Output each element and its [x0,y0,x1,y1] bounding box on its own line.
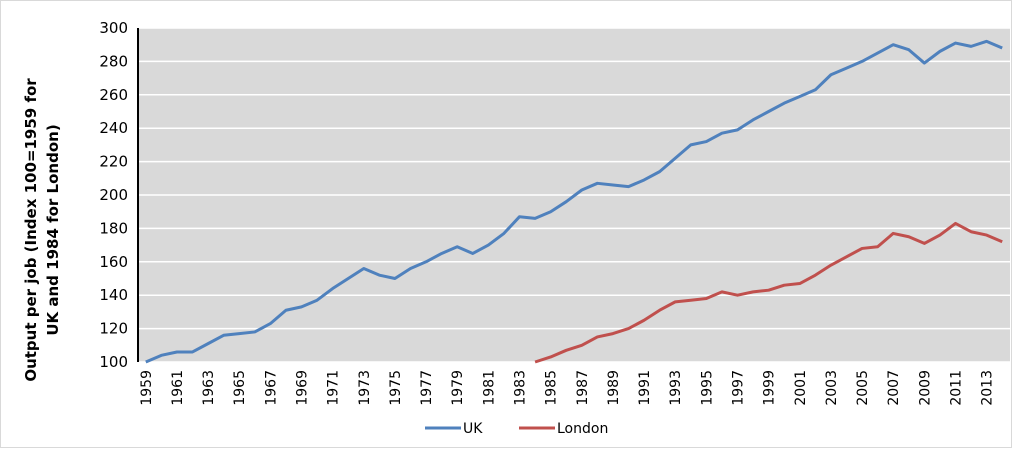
x-tick-label: 1985 [544,370,560,406]
y-tick-label: 180 [99,219,128,237]
legend-label: London [557,421,608,437]
x-tick-label: 1965 [232,370,248,406]
y-tick-label: 240 [99,119,128,137]
line-series [534,221,1003,364]
x-tick-label: 1997 [731,370,747,406]
y-axis-label: Output per job (Index 100=1959 for [22,78,40,382]
x-tick-label: 1995 [699,370,715,406]
y-tick-label: 160 [99,253,128,271]
x-tick-label: 1987 [575,370,591,406]
x-tick-label: 2005 [855,370,871,406]
x-tick-label: 1967 [263,370,279,406]
y-axis-label: UK and 1984 for London) [44,124,62,335]
y-tick-label: 300 [99,19,128,37]
x-tick-label: 1991 [637,370,653,406]
x-tick-label: 1999 [762,370,778,406]
line-series [145,39,1003,364]
y-tick-label: 260 [99,86,128,104]
x-tick-label: 1981 [481,370,497,406]
y-tick-label: 220 [99,153,128,171]
x-tick-label: 1977 [419,370,435,406]
x-tick-label: 1971 [326,370,342,406]
y-tick-label: 200 [99,186,128,204]
y-tick-label: 140 [99,286,128,304]
x-tick-label: 1961 [170,370,186,406]
legend-label: UK [463,421,483,437]
x-tick-label: 2003 [824,370,840,406]
x-tick-label: 1989 [606,370,622,406]
x-tick-label: 1983 [513,370,529,406]
x-tick-label: 2007 [886,370,902,406]
y-tick-label: 120 [99,320,128,338]
x-tick-label: 1973 [357,370,373,406]
x-tick-label: 1969 [295,370,311,406]
x-tick-label: 2001 [793,370,809,406]
x-tick-label: 2013 [980,370,996,406]
x-tick-label: 2011 [949,370,965,406]
x-tick-label: 1963 [201,370,217,406]
x-tick-label: 1959 [139,370,155,406]
x-tick-label: 1993 [668,370,684,406]
x-tick-label: 2009 [917,370,933,406]
y-tick-label: 280 [99,52,128,70]
x-tick-label: 1979 [450,370,466,406]
y-tick-label: 100 [99,353,128,371]
x-tick-label: 1975 [388,370,404,406]
